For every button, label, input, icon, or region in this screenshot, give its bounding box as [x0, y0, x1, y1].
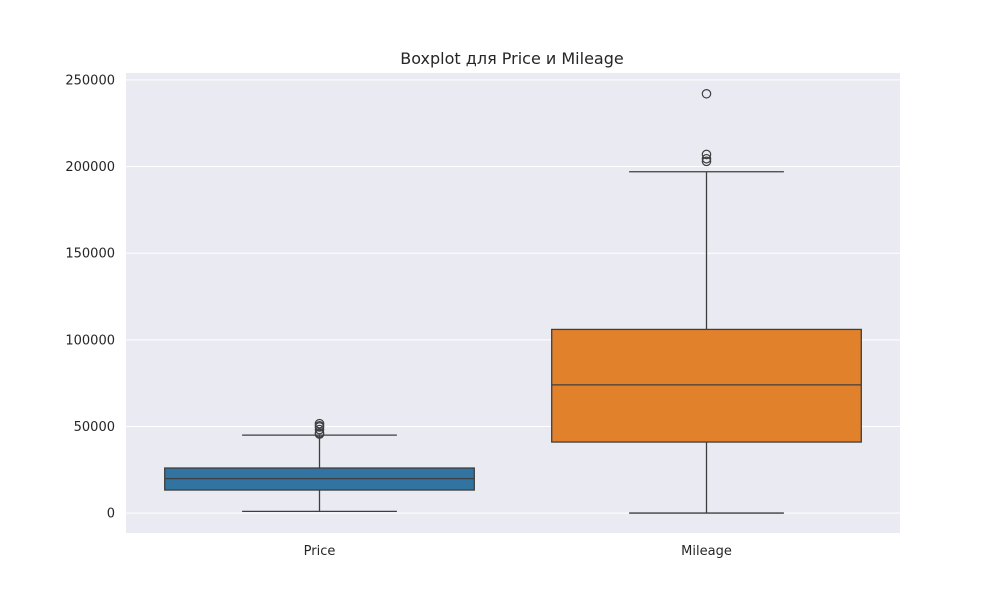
outlier-point: [701, 149, 712, 160]
y-tick-label: 100000: [65, 333, 115, 348]
x-tick-label: Mileage: [681, 544, 732, 559]
y-tick-label: 150000: [65, 247, 115, 262]
outlier-point: [314, 424, 325, 435]
plot-area: [126, 73, 900, 533]
y-tick-label: 250000: [65, 73, 115, 88]
outlier-point: [314, 418, 325, 429]
boxes-layer: [164, 88, 862, 514]
y-tick-label: 50000: [74, 420, 115, 435]
outlier-point: [701, 156, 712, 167]
outlier-point: [314, 428, 325, 438]
x-tick-label: Price: [304, 544, 336, 559]
chart-title: Boxplot для Price и Mileage: [400, 49, 623, 68]
y-tick-label: 200000: [65, 160, 115, 175]
y-tick-label: 0: [107, 507, 115, 522]
iqr-box: [551, 328, 862, 443]
outlier-point: [701, 153, 712, 164]
y-axis: 0 50000 100000 150000 200000 250000: [65, 73, 115, 521]
box-mileage: [551, 88, 862, 514]
x-axis: Price Mileage: [304, 544, 732, 559]
box-price: [164, 418, 475, 512]
outlier-point: [701, 88, 712, 99]
